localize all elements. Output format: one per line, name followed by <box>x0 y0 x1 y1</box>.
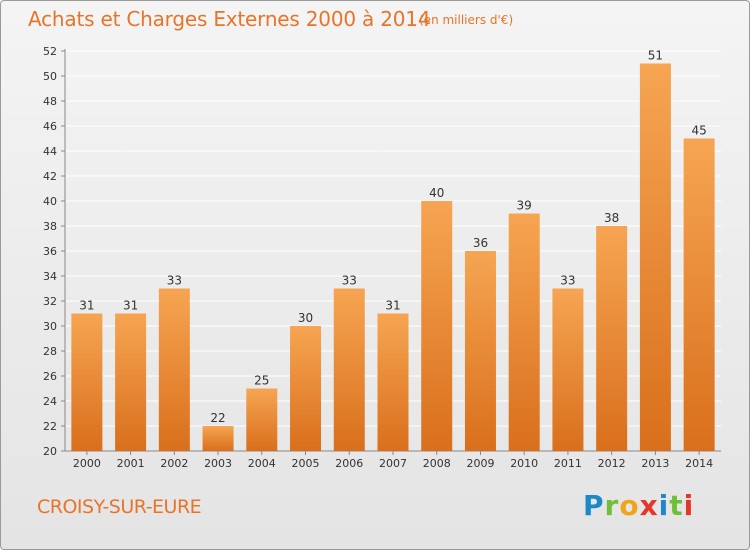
bar <box>552 288 584 451</box>
logo-letter: i <box>658 489 670 522</box>
x-tick-label: 2014 <box>685 457 713 470</box>
bar-value-label: 31 <box>79 299 94 313</box>
bar <box>508 213 540 451</box>
bar <box>158 288 190 451</box>
x-tick-label: 2005 <box>292 457 320 470</box>
y-tick-label: 40 <box>43 195 57 208</box>
y-tick-label: 24 <box>43 395 57 408</box>
bar-value-label: 33 <box>342 274 357 288</box>
y-tick-label: 46 <box>43 120 57 133</box>
y-tick-label: 28 <box>43 345 57 358</box>
y-tick-label: 22 <box>43 420 57 433</box>
logo-letter: t <box>669 489 684 522</box>
bar-value-label: 38 <box>604 211 619 225</box>
bar <box>115 313 147 451</box>
chart-subtitle: (en milliers d'€) <box>419 13 514 27</box>
y-tick-label: 34 <box>43 270 57 283</box>
x-tick-label: 2007 <box>379 457 407 470</box>
bar-value-label: 30 <box>298 311 313 325</box>
bar <box>683 138 715 451</box>
proxiti-logo: Proxiti <box>583 489 694 522</box>
chart-title: Achats et Charges Externes 2000 à 2014 <box>28 7 431 31</box>
bar-value-label: 36 <box>473 236 488 250</box>
y-tick-label: 30 <box>43 320 57 333</box>
bar-value-label: 33 <box>560 274 575 288</box>
logo-letter: P <box>583 489 605 522</box>
bar <box>596 226 628 451</box>
y-tick-label: 52 <box>43 45 57 58</box>
y-tick-label: 26 <box>43 370 57 383</box>
bar-value-label: 31 <box>385 299 400 313</box>
bar-value-label: 31 <box>123 299 138 313</box>
y-tick-label: 32 <box>43 295 57 308</box>
x-tick-label: 2012 <box>598 457 626 470</box>
x-tick-label: 2001 <box>117 457 145 470</box>
bar <box>421 201 453 451</box>
x-tick-label: 2008 <box>423 457 451 470</box>
x-tick-label: 2013 <box>641 457 669 470</box>
y-tick-label: 50 <box>43 70 57 83</box>
bar <box>246 388 278 451</box>
x-tick-label: 2009 <box>466 457 494 470</box>
bar-value-label: 45 <box>691 124 706 138</box>
y-tick-label: 36 <box>43 245 57 258</box>
bar <box>333 288 365 451</box>
logo-letter: o <box>619 489 640 522</box>
x-tick-label: 2002 <box>160 457 188 470</box>
bar <box>202 426 234 451</box>
y-tick-label: 48 <box>43 95 57 108</box>
bar-value-label: 51 <box>648 49 663 63</box>
bar <box>639 63 671 451</box>
bar <box>290 326 322 451</box>
bar <box>71 313 103 451</box>
x-tick-label: 2004 <box>248 457 276 470</box>
y-tick-label: 44 <box>43 145 57 158</box>
x-tick-label: 2011 <box>554 457 582 470</box>
bar-value-label: 40 <box>429 186 444 200</box>
bar-value-label: 39 <box>517 199 532 213</box>
x-tick-label: 2010 <box>510 457 538 470</box>
logo-letter: x <box>639 489 659 522</box>
y-tick-label: 42 <box>43 170 57 183</box>
bar-value-label: 25 <box>254 374 269 388</box>
logo-letter: i <box>683 489 695 522</box>
bar-value-label: 33 <box>167 274 182 288</box>
x-tick-label: 2003 <box>204 457 232 470</box>
bar <box>464 251 496 451</box>
bar <box>377 313 409 451</box>
y-tick-label: 38 <box>43 220 57 233</box>
x-tick-label: 2000 <box>73 457 101 470</box>
commune-name: CROISY-SUR-EURE <box>37 496 202 518</box>
logo-letter: r <box>604 489 620 522</box>
bar-value-label: 22 <box>210 411 225 425</box>
x-tick-label: 2006 <box>335 457 363 470</box>
y-tick-label: 20 <box>43 445 57 458</box>
